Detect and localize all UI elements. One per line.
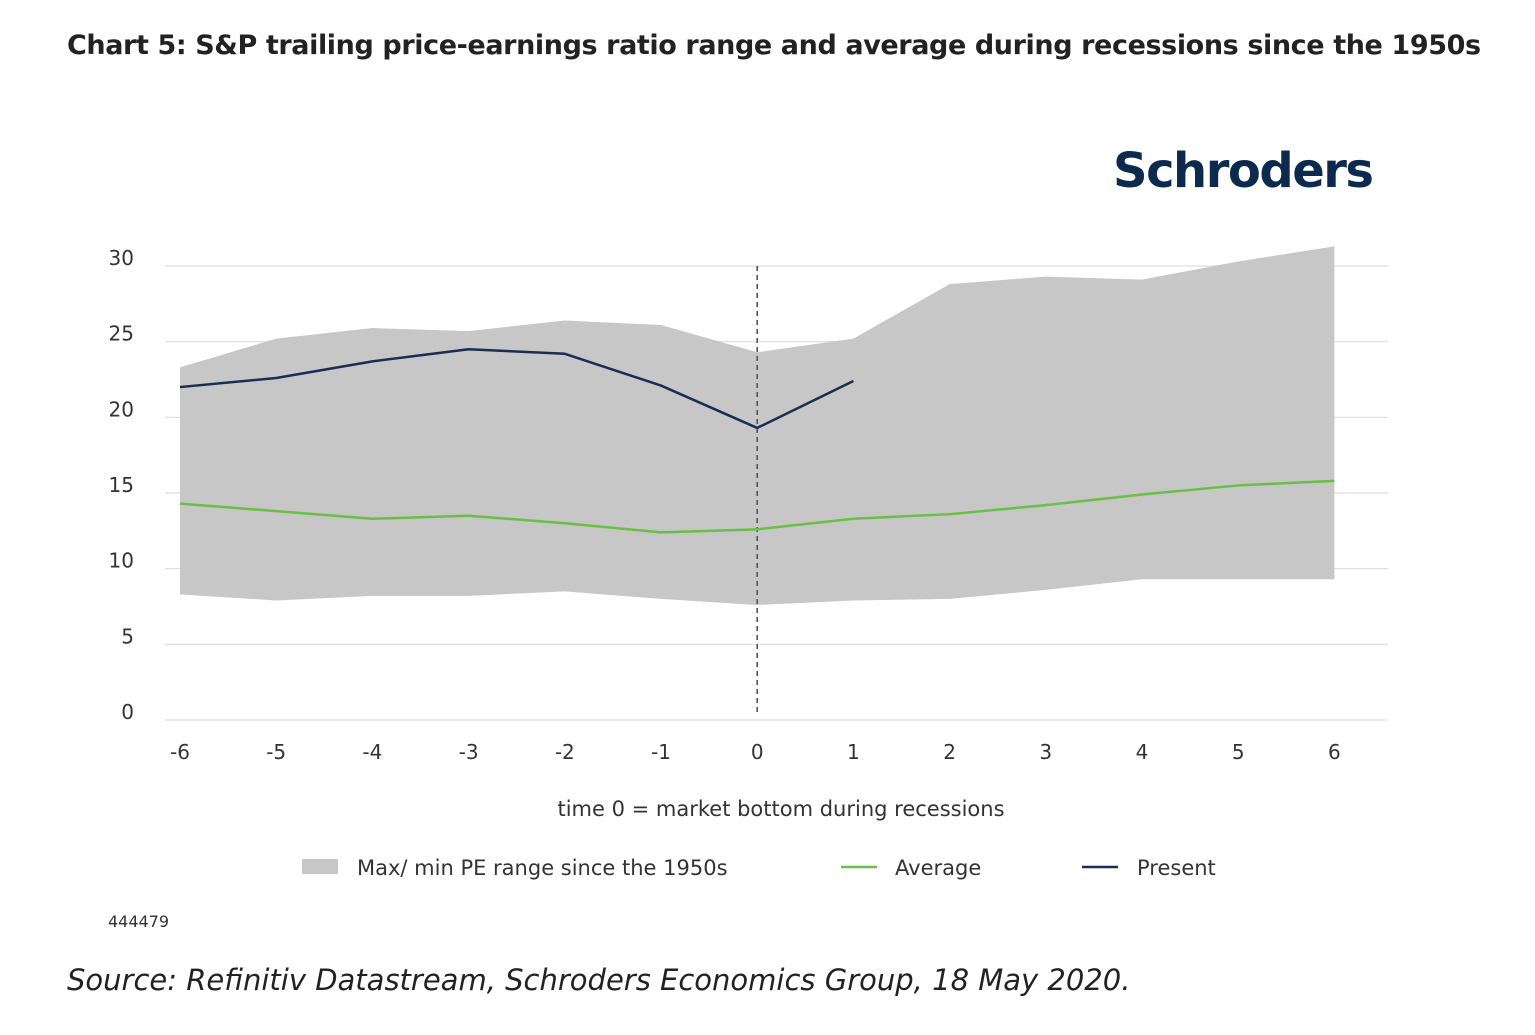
range-band-layer bbox=[180, 246, 1335, 605]
x-tick-label--5: -5 bbox=[266, 740, 286, 764]
x-tick-label-0: 0 bbox=[751, 740, 764, 764]
y-tick-label-20: 20 bbox=[109, 397, 134, 421]
range-band-area bbox=[180, 246, 1335, 605]
legend-range-swatch bbox=[302, 859, 338, 874]
schroders-logo: Schroders bbox=[1113, 143, 1374, 199]
legend-average-label: Average bbox=[895, 856, 981, 880]
x-tick-label-1: 1 bbox=[847, 740, 860, 764]
x-tick-label-5: 5 bbox=[1232, 740, 1245, 764]
y-tick-label-25: 25 bbox=[109, 322, 134, 346]
x-axis-title: time 0 = market bottom during recessions bbox=[557, 797, 1004, 821]
legend: Max/ min PE range since the 1950s Averag… bbox=[302, 856, 1216, 880]
x-tick-label--6: -6 bbox=[170, 740, 190, 764]
y-axis-tick-labels: 0 5 10 15 20 25 30 bbox=[109, 246, 134, 724]
y-tick-label-5: 5 bbox=[121, 624, 134, 648]
y-tick-label-15: 15 bbox=[109, 473, 134, 497]
source-note: Source: Refinitiv Datastream, Schroders … bbox=[67, 963, 1131, 997]
x-tick-label-4: 4 bbox=[1136, 740, 1149, 764]
average-line bbox=[179, 479, 1335, 534]
y-tick-label-10: 10 bbox=[109, 549, 134, 573]
legend-range-label: Max/ min PE range since the 1950s bbox=[357, 856, 728, 880]
x-tick-label--4: -4 bbox=[362, 740, 382, 764]
chart-code: 444479 bbox=[108, 912, 170, 931]
x-axis-tick-labels: -6 -5 -4 -3 -2 -1 0 1 2 3 4 5 6 bbox=[170, 740, 1341, 764]
x-tick-label--3: -3 bbox=[459, 740, 479, 764]
chart-title: Chart 5: S&P trailing price-earnings rat… bbox=[67, 30, 1481, 61]
x-tick-label-2: 2 bbox=[943, 740, 956, 764]
series-lines-layer bbox=[179, 347, 1335, 534]
x-tick-label-3: 3 bbox=[1039, 740, 1052, 764]
y-tick-label-0: 0 bbox=[121, 700, 134, 724]
y-tick-label-30: 30 bbox=[109, 246, 134, 270]
x-tick-label--1: -1 bbox=[651, 740, 671, 764]
x-tick-label-6: 6 bbox=[1328, 740, 1341, 764]
legend-present-label: Present bbox=[1137, 856, 1216, 880]
present-line bbox=[179, 347, 854, 430]
x-tick-label--2: -2 bbox=[555, 740, 575, 764]
